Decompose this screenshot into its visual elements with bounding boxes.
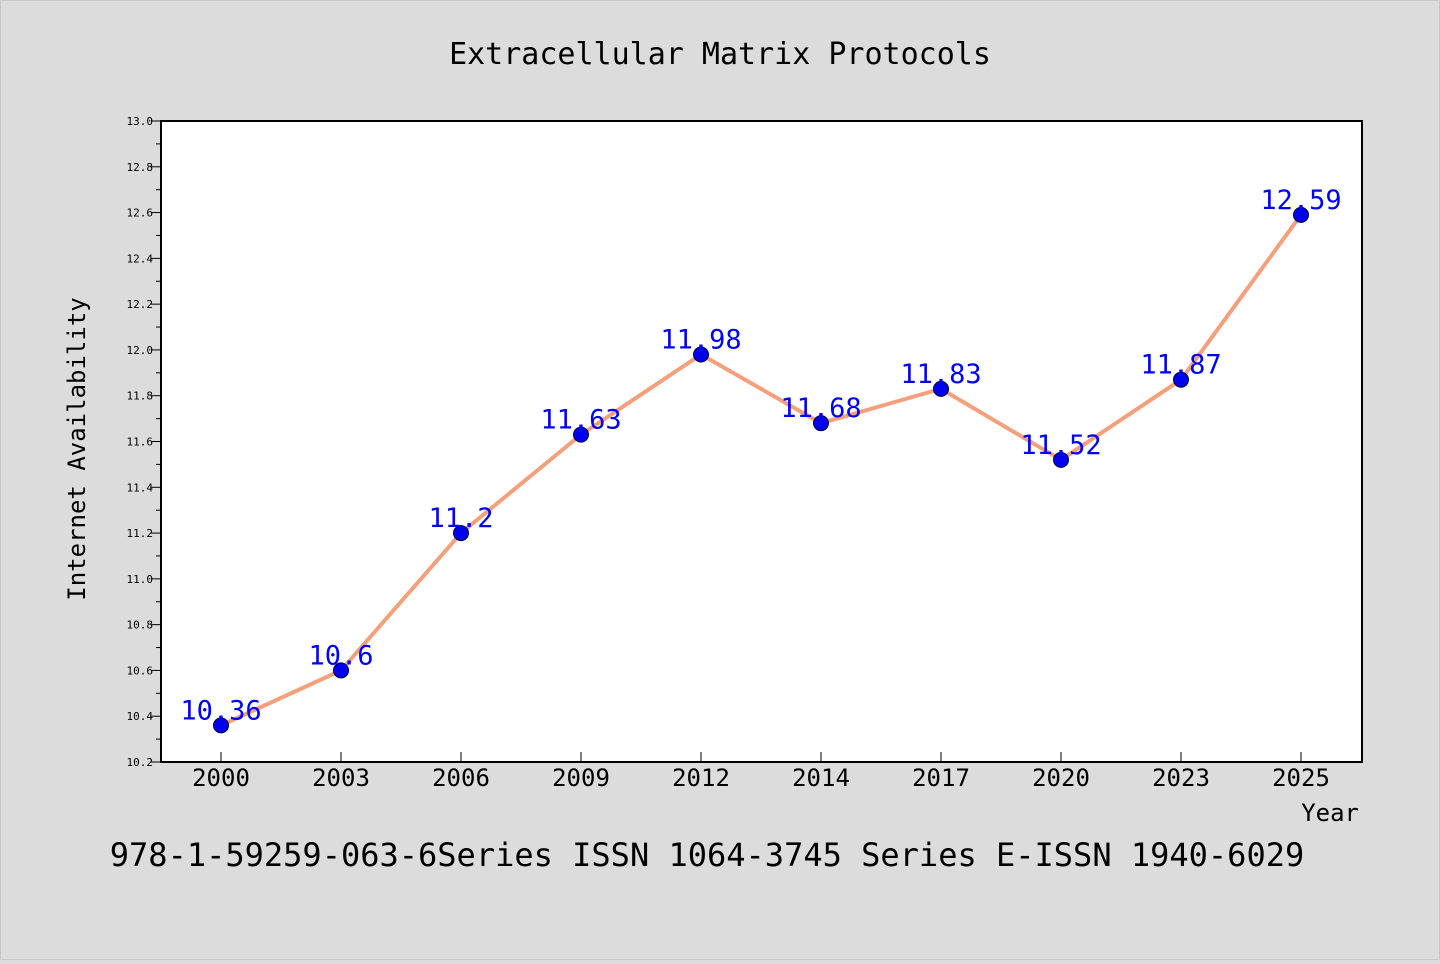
y-tick-label: 12.4 [127,252,154,265]
footer-text: 978-1-59259-063-6Series ISSN 1064-3745 S… [110,836,1304,874]
data-point [573,426,589,443]
data-point [933,380,949,397]
series-layer: 10.36 10.6 11.2 11.63 11.98 11.68 11.83 11.52 11… [180,185,1342,734]
series-line [220,213,1303,728]
x-tick-label: 2009 [552,764,610,792]
x-tick-label: 2006 [432,764,490,792]
data-label: 11.98 [660,325,741,356]
y-tick-label: 11.2 [127,527,154,540]
x-tick-label: 2012 [672,764,730,792]
x-axis: 2000 2003 2006 2009 2012 2014 2017 2020 2023 2025 [192,752,1330,792]
data-point [813,415,829,432]
y-axis-label: Internet Availability [63,297,91,600]
data-label: 10.36 [180,695,261,726]
x-tick-label: 2023 [1152,764,1210,792]
x-axis-label: Year [1301,799,1359,827]
x-tick-label: 2020 [1032,764,1090,792]
y-tick-label: 12.6 [127,207,154,220]
x-tick-label: 2017 [912,764,970,792]
data-label: 12.59 [1260,185,1341,216]
data-point [1053,451,1069,468]
x-tick-label: 2014 [792,764,850,792]
y-tick-label: 10.8 [127,619,154,632]
x-tick-label: 2025 [1272,764,1330,792]
y-tick-label: 11.4 [127,481,154,494]
y-tick-label: 11.8 [127,390,154,403]
plot-area [160,120,1363,763]
data-label: 11.68 [780,393,861,424]
data-point [1293,206,1309,223]
data-label: 11.87 [1140,350,1221,381]
data-point [453,525,469,542]
y-tick-label: 11.0 [127,573,154,586]
x-tick-label: 2000 [192,764,250,792]
y-tick-label: 11.6 [127,436,154,449]
y-tick-label: 10.6 [127,664,154,677]
data-point [213,717,229,734]
data-label: 10.6 [308,640,373,671]
y-tick-label: 13.0 [127,115,154,128]
data-point [1173,371,1189,388]
y-tick-label: 12.2 [127,298,154,311]
y-axis: 10.2 10.4 10.6 10.8 11.0 11.2 11.4 11.6 11.8 12.0… [127,115,161,769]
y-tick-label: 10.2 [127,756,154,769]
data-point [693,346,709,363]
y-tick-label: 12.0 [127,344,154,357]
y-tick-label: 12.8 [127,161,154,174]
data-label: 11.83 [900,359,981,390]
x-tick-label: 2003 [312,764,370,792]
chart-title: Extracellular Matrix Protocols [449,37,991,72]
data-point [333,662,349,679]
y-tick-label: 10.4 [127,710,154,723]
data-label: 11.2 [428,503,493,534]
data-label: 11.52 [1020,430,1101,461]
data-label: 11.63 [540,405,621,436]
